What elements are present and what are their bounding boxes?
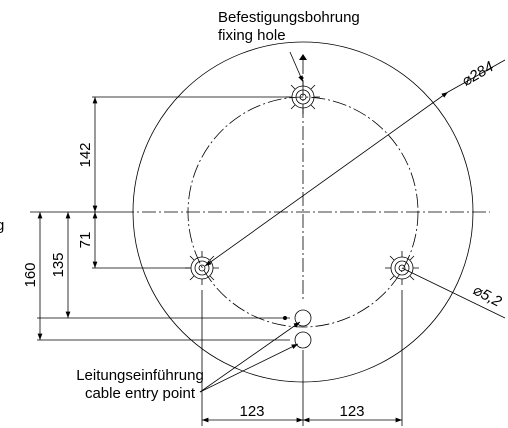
label: Leitungseinführung	[76, 367, 204, 384]
dim-label: 142	[77, 142, 94, 167]
dim-label: 123	[239, 403, 264, 420]
dim-label: 123	[339, 403, 364, 420]
label: g	[0, 217, 4, 234]
cable-entry	[294, 331, 312, 349]
screw-mark	[299, 54, 307, 60]
cable-entry	[294, 309, 312, 327]
dim-label: ⌀284	[459, 58, 497, 90]
label: cable entry point	[85, 385, 196, 402]
base-geometry	[120, 41, 490, 383]
label: fixing hole	[218, 27, 286, 44]
label: Befestigungsbohrung	[218, 9, 360, 26]
dim-label: 71	[77, 232, 94, 249]
dim-label: 160	[22, 262, 39, 287]
dimension-lines	[30, 51, 506, 426]
fixing-hole	[184, 250, 220, 286]
dim-label: ⌀5,2	[470, 282, 505, 311]
dim-label: 135	[50, 252, 67, 277]
